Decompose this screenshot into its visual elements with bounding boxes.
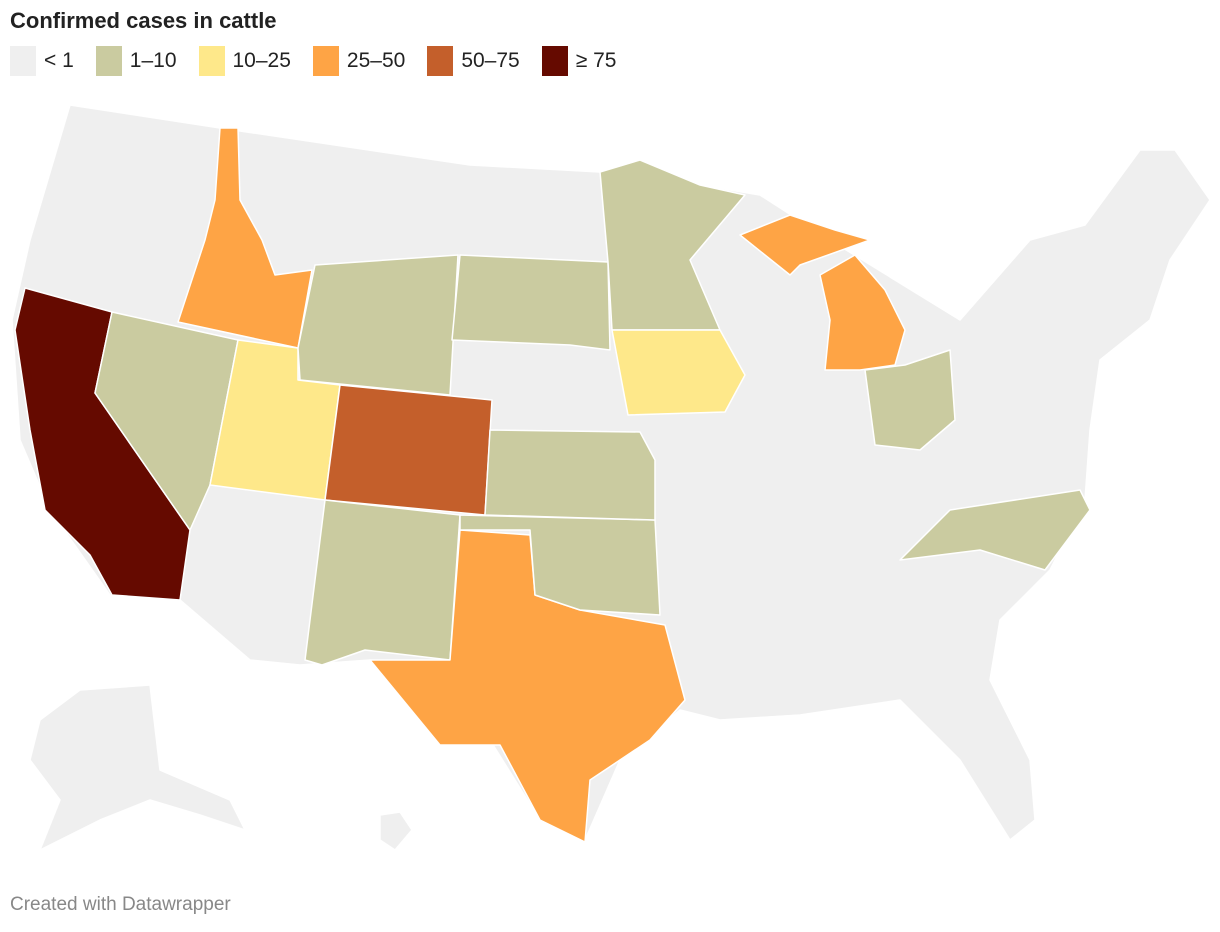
legend: < 1 1–10 10–25 25–50 50–75 ≥ 75 [10, 46, 616, 76]
legend-swatch [198, 46, 225, 76]
legend-swatch [312, 46, 339, 76]
state [899, 489, 1091, 571]
state [324, 384, 493, 516]
legend-label: < 1 [44, 49, 74, 72]
footer: Created with Datawrapper [10, 894, 231, 915]
state [304, 499, 461, 666]
legend-label: 25–50 [346, 49, 406, 72]
legend-swatch [427, 46, 454, 76]
legend-item: 10–25 [198, 46, 291, 76]
state [459, 514, 661, 616]
state [297, 254, 459, 396]
legend-label: 50–75 [461, 49, 520, 72]
state [611, 329, 746, 416]
legend-label: ≥ 75 [575, 49, 617, 72]
title: Confirmed cases in cattle [10, 8, 277, 33]
state [864, 349, 956, 451]
legend-item: 25–50 [312, 46, 406, 76]
legend-label: 10–25 [232, 49, 291, 72]
legend-label: 1–10 [129, 49, 177, 72]
hawaii [379, 811, 413, 851]
state [94, 311, 239, 531]
legend-swatch [95, 46, 122, 76]
state [177, 127, 313, 349]
legend-swatch [541, 46, 568, 76]
state [484, 429, 656, 521]
state [451, 254, 611, 351]
state [599, 159, 746, 331]
legend-item: ≥ 75 [541, 46, 617, 76]
state [819, 254, 906, 371]
legend-item: 50–75 [427, 46, 520, 76]
legend-item: < 1 [10, 46, 74, 76]
legend-swatch [10, 46, 36, 76]
alaska [29, 684, 246, 851]
state [739, 214, 871, 276]
legend-item: 1–10 [95, 46, 177, 76]
